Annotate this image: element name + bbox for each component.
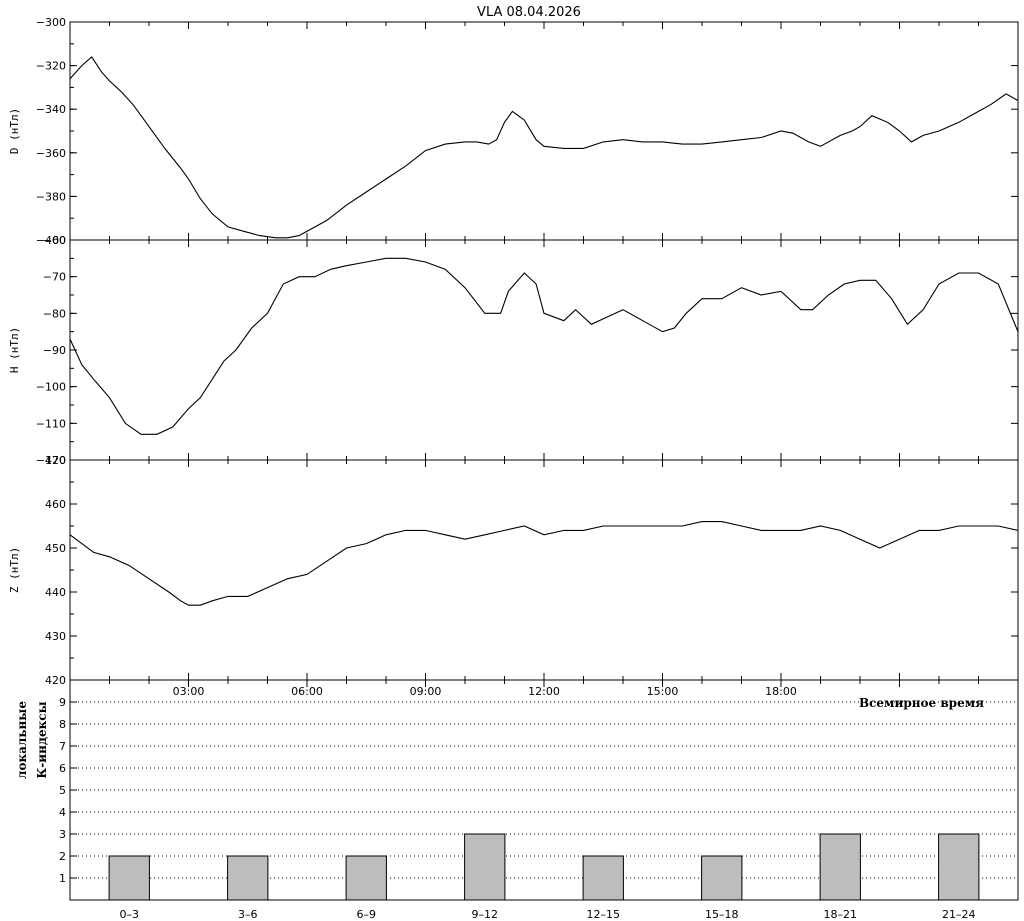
panel-frame — [69, 21, 1019, 241]
y-tick-label: −60 — [43, 234, 66, 247]
figure-title: VLA 08.04.2026 — [477, 5, 581, 20]
bar-category-label: 9–12 — [472, 908, 499, 921]
y-tick-label: 450 — [45, 542, 66, 555]
k-index-bar — [345, 855, 387, 901]
y-tick-label: 3 — [59, 828, 66, 841]
y-tick-label: 8 — [59, 718, 66, 731]
y-tick-label: −70 — [43, 271, 66, 284]
y-tick-label: −400 — [36, 234, 66, 247]
panel-2: −120 −110 −100 −90 −80 −70 −60 H (нТл) — [8, 234, 1019, 467]
bar-category-label: 3–6 — [238, 908, 258, 921]
series-line — [69, 56, 1019, 239]
y-axis-label: D (нТл) — [8, 108, 21, 154]
bar-category-label: 6–9 — [357, 908, 377, 921]
y-tick-label: 9 — [59, 696, 66, 709]
x-axis-label: Всемирное время — [859, 696, 984, 710]
x-time-tick-label: 15:00 — [647, 685, 679, 698]
y-tick-label: −320 — [36, 60, 66, 73]
x-time-tick-label: 06:00 — [291, 685, 323, 698]
x-time-tick-label: 18:00 — [765, 685, 797, 698]
y-tick-label: 470 — [45, 454, 66, 467]
x-time-tick-label: 03:00 — [173, 685, 205, 698]
y-tick-label: 1 — [59, 872, 66, 885]
y-axis-label-line2: К-индексы — [35, 701, 49, 778]
y-tick-label: 460 — [45, 498, 66, 511]
y-tick-label: −360 — [36, 147, 66, 160]
k-index-bar — [701, 855, 743, 901]
bar-category-label: 15–18 — [705, 908, 739, 921]
y-tick-label: 440 — [45, 586, 66, 599]
bar-category-label: 18–21 — [824, 908, 858, 921]
y-tick-label: −120 — [36, 454, 66, 467]
bar-category-label: 0–3 — [120, 908, 140, 921]
y-tick-label: 7 — [59, 740, 66, 753]
panel-3: 420 430 440 450 460 470 Z (нТл) — [8, 454, 1019, 687]
y-tick-label: −100 — [36, 381, 66, 394]
series-line — [69, 257, 1019, 435]
y-tick-label: 5 — [59, 784, 66, 797]
panel-frame — [69, 239, 1019, 461]
y-tick-label: 4 — [59, 806, 66, 819]
y-tick-label: 420 — [45, 674, 66, 687]
y-tick-label: −90 — [43, 344, 66, 357]
panel-1: −400 −380 −360 −340 −320 −300 D (нТл) — [8, 16, 1019, 247]
y-axis-label-line1: локальные — [15, 701, 29, 779]
y-tick-label: −340 — [36, 103, 66, 116]
y-tick-label: 6 — [59, 762, 66, 775]
panel-frame — [69, 679, 1019, 901]
series-line — [69, 521, 1019, 606]
k-index-bar — [464, 833, 506, 901]
y-tick-label: 430 — [45, 630, 66, 643]
k-index-bar — [227, 855, 269, 901]
panel-frame — [69, 459, 1019, 681]
y-axis-label: Z (нТл) — [8, 547, 21, 593]
y-tick-label: −110 — [36, 417, 66, 430]
bar-category-label: 21–24 — [942, 908, 976, 921]
k-index-bar — [108, 855, 150, 901]
y-tick-label: −300 — [36, 16, 66, 29]
y-tick-label: −80 — [43, 307, 66, 320]
panel-4: 1 2 3 4 5 6 7 8 9 0–3 3–6 6–9 9–12 12–15 15–18 18–21 21–… — [15, 679, 1019, 921]
y-tick-label: 2 — [59, 850, 66, 863]
k-index-bar — [938, 833, 980, 901]
x-time-tick-label: 12:00 — [528, 685, 560, 698]
k-index-bar — [819, 833, 861, 901]
y-axis-label: H (нТл) — [8, 327, 21, 373]
x-time-tick-label: 09:00 — [410, 685, 442, 698]
y-tick-label: −380 — [36, 190, 66, 203]
k-index-bar — [582, 855, 624, 901]
bar-category-label: 12–15 — [587, 908, 621, 921]
